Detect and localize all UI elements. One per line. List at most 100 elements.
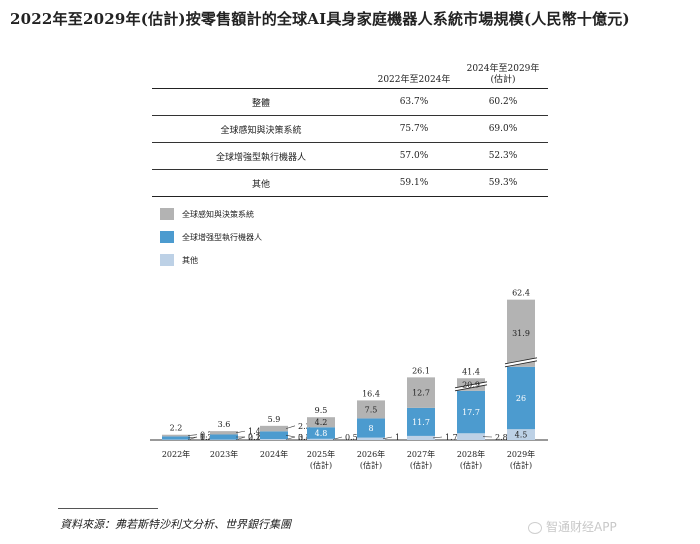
callout-line bbox=[235, 430, 246, 434]
segment-value-label: 1.4 bbox=[248, 427, 261, 436]
bar-segment bbox=[507, 429, 535, 440]
legend-label: 全球增强型執行機器人 bbox=[182, 232, 262, 242]
x-tick-label: (估計) bbox=[310, 460, 332, 470]
bar-segment bbox=[162, 434, 190, 437]
cagr-value: 60.2% bbox=[458, 88, 548, 116]
callout-line bbox=[187, 434, 198, 436]
bar-total-label: 3.6 bbox=[218, 420, 231, 429]
bar-segment bbox=[260, 425, 288, 432]
bar-segment bbox=[407, 407, 435, 436]
x-tick-label: 2028年 bbox=[457, 449, 485, 459]
x-tick-label: 2025年 bbox=[307, 449, 335, 459]
x-tick-label: 2029年 bbox=[507, 449, 535, 459]
cagr-row-label: 整體 bbox=[152, 88, 370, 116]
legend-swatch bbox=[160, 231, 174, 243]
bar-segment bbox=[357, 437, 385, 440]
bar-segment bbox=[457, 390, 485, 434]
segment-value-label: 3.2 bbox=[298, 433, 311, 442]
legend-swatch bbox=[160, 254, 174, 266]
bar-segment bbox=[307, 438, 335, 440]
segment-value-label: 31.9 bbox=[512, 329, 530, 338]
axis-break-line bbox=[454, 381, 488, 389]
cagr-table: 2022年至2024年 2024年至2029年 (估計) 整體 63.7% 60.… bbox=[152, 62, 548, 197]
segment-value-label: 2.8 bbox=[495, 433, 508, 442]
callout-line bbox=[332, 436, 343, 440]
bar-segment bbox=[357, 418, 385, 438]
segment-value-label: 0.5 bbox=[345, 433, 358, 442]
segment-value-label: 12.7 bbox=[412, 389, 430, 398]
x-tick-label: 2022年 bbox=[162, 449, 190, 459]
axis-break-line bbox=[504, 360, 538, 368]
cagr-value: 69.0% bbox=[458, 115, 548, 143]
x-tick-label: (估計) bbox=[460, 460, 482, 470]
segment-value-label: 17.7 bbox=[462, 408, 480, 417]
segment-value-label: 8 bbox=[368, 424, 373, 433]
x-tick-label: 2026年 bbox=[357, 449, 385, 459]
x-tick-label: (估計) bbox=[410, 460, 432, 470]
cagr-table-header: 2022年至2024年 2024年至2029年 (估計) bbox=[152, 62, 548, 89]
segment-value-label: 7.5 bbox=[365, 405, 378, 414]
cagr-row: 全球感知與決策系統 75.7% 69.0% bbox=[152, 115, 548, 143]
cagr-row: 整體 63.7% 60.2% bbox=[152, 88, 548, 116]
bar-segment bbox=[162, 436, 190, 440]
bar-segment bbox=[210, 434, 238, 440]
segment-value-label: 4.8 bbox=[315, 429, 328, 438]
segment-value-label: 0.2 bbox=[200, 433, 213, 442]
x-tick-label: (估計) bbox=[360, 460, 382, 470]
bar-segment bbox=[307, 417, 335, 428]
segment-value-label: 1.7 bbox=[445, 433, 458, 442]
weibo-icon bbox=[528, 521, 542, 534]
chart-title: 2022年至2029年(估計)按零售額計的全球AI具身家庭機器人系統市場規模(人… bbox=[10, 10, 630, 28]
segment-value-label: 0.2 bbox=[248, 433, 261, 442]
bar-total-label: 9.5 bbox=[315, 406, 328, 415]
source-note: 資料來源：弗若斯特沙利文分析、世界銀行集團 bbox=[60, 518, 291, 531]
cagr-value: 59.1% bbox=[370, 169, 458, 197]
cagr-row-label: 全球增強型執行機器人 bbox=[152, 142, 370, 170]
segment-value-label: 2.1 bbox=[248, 433, 261, 442]
cagr-header-blank bbox=[152, 62, 370, 89]
cagr-header-2024-2029: 2024年至2029年 (估計) bbox=[458, 62, 548, 89]
bar-segment bbox=[260, 439, 288, 440]
bar-segment bbox=[407, 377, 435, 408]
bar-segment bbox=[507, 299, 535, 367]
cagr-value: 59.3% bbox=[458, 169, 548, 197]
segment-value-label: 1.3 bbox=[200, 433, 213, 442]
bar-total-label: 62.4 bbox=[512, 289, 530, 298]
legend-label: 全球感知與決策系統 bbox=[182, 209, 254, 219]
x-tick-label: 2023年 bbox=[210, 449, 238, 459]
segment-value-label: 0.7 bbox=[200, 431, 213, 440]
legend-label: 其他 bbox=[182, 255, 198, 265]
cagr-value: 63.7% bbox=[370, 88, 458, 116]
segment-value-label: 2.3 bbox=[298, 422, 311, 431]
segment-value-label: 0.4 bbox=[298, 433, 311, 442]
bar-total-label: 26.1 bbox=[412, 366, 430, 375]
x-tick-label: 2024年 bbox=[260, 449, 288, 459]
segment-value-label: 20.9 bbox=[462, 381, 480, 390]
source-divider bbox=[58, 508, 158, 509]
cagr-value: 75.7% bbox=[370, 115, 458, 143]
bar-segment bbox=[507, 366, 535, 430]
callout-line bbox=[235, 436, 246, 441]
segment-value-label: 4.2 bbox=[315, 418, 328, 427]
bar-total-label: 41.4 bbox=[462, 367, 480, 376]
segment-value-label: 4.5 bbox=[515, 431, 528, 440]
segment-value-label: 11.7 bbox=[412, 418, 430, 427]
callout-line bbox=[382, 436, 393, 440]
bar-total-label: 2.2 bbox=[170, 424, 183, 433]
callout-line bbox=[285, 434, 296, 438]
bar-total-label: 16.4 bbox=[362, 389, 380, 398]
cagr-row-label: 其他 bbox=[152, 169, 370, 197]
cagr-row: 全球增強型執行機器人 57.0% 52.3% bbox=[152, 142, 548, 170]
legend-swatch bbox=[160, 208, 174, 220]
axis-break-mark bbox=[455, 381, 487, 391]
callout-line bbox=[285, 425, 296, 429]
axis-break-line bbox=[504, 357, 538, 365]
bar-segment bbox=[457, 433, 485, 440]
bar-segment bbox=[210, 431, 238, 435]
segment-value-label: 1 bbox=[395, 433, 400, 442]
cagr-value: 57.0% bbox=[370, 142, 458, 170]
cagr-row: 其他 59.1% 59.3% bbox=[152, 169, 548, 197]
x-tick-label: (估計) bbox=[510, 460, 532, 470]
axis-break-mark bbox=[505, 357, 537, 367]
